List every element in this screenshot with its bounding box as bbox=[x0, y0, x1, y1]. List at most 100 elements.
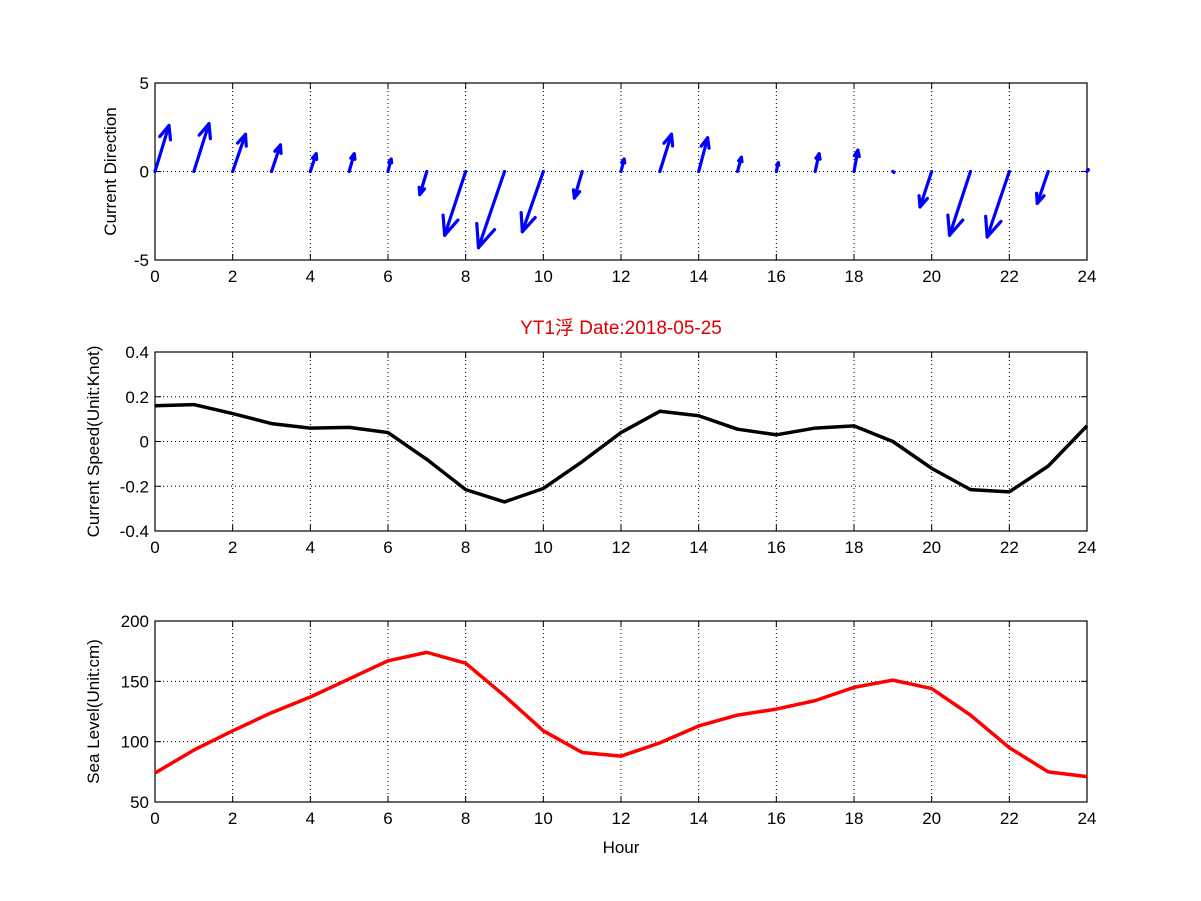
arrow-shaft bbox=[572, 169, 584, 200]
x-tick-label: 24 bbox=[1078, 538, 1097, 557]
quiver-arrow bbox=[1085, 168, 1090, 174]
data-line bbox=[154, 650, 1088, 779]
arrow-head bbox=[476, 228, 497, 250]
x-tick-label: 22 bbox=[1000, 809, 1019, 828]
y-tick-label: 0.4 bbox=[125, 343, 149, 362]
quiver-arrow bbox=[658, 132, 675, 174]
arrow-head bbox=[158, 123, 171, 139]
x-tick-label: 20 bbox=[922, 538, 941, 557]
quiver-arrow bbox=[519, 169, 545, 234]
x-tick-label: 24 bbox=[1078, 809, 1097, 828]
x-tick-label: 8 bbox=[461, 267, 470, 286]
arrow-head bbox=[475, 221, 481, 250]
arrow-head bbox=[739, 155, 744, 164]
x-tick-label: 14 bbox=[689, 538, 708, 557]
arrow-shaft bbox=[891, 169, 896, 174]
y-tick-label: 50 bbox=[130, 793, 149, 812]
x-tick-label: 6 bbox=[383, 267, 392, 286]
arrow-head bbox=[207, 122, 212, 141]
y-tick-label: 0 bbox=[140, 433, 149, 452]
axes-box bbox=[154, 351, 1088, 532]
arrow-head bbox=[946, 213, 952, 237]
x-axis-label: Hour bbox=[603, 838, 640, 857]
x-tick-label: 0 bbox=[150, 809, 159, 828]
y-tick-label: 0.2 bbox=[125, 388, 149, 407]
x-tick-label: 10 bbox=[534, 267, 553, 286]
quiver-arrow bbox=[192, 122, 212, 174]
arrow-shaft bbox=[985, 169, 1011, 239]
arrow-head bbox=[417, 185, 422, 197]
arrow-head bbox=[352, 152, 357, 161]
arrow-shaft bbox=[269, 143, 283, 174]
quiver-arrow bbox=[984, 169, 1011, 239]
quiver-arrow bbox=[441, 169, 468, 237]
x-tick-label: 2 bbox=[228, 809, 237, 828]
quiver-arrow bbox=[1034, 169, 1050, 205]
quiver-arrow bbox=[571, 169, 584, 200]
y-tick-label: 200 bbox=[121, 612, 149, 631]
y-tick-label: -0.4 bbox=[120, 522, 149, 541]
quiver-arrow bbox=[475, 169, 507, 250]
arrow-head bbox=[622, 157, 627, 165]
y-tick-label: 150 bbox=[121, 672, 149, 691]
x-tick-label: 12 bbox=[612, 809, 631, 828]
x-tick-label: 6 bbox=[383, 538, 392, 557]
arrow-head bbox=[947, 218, 965, 237]
x-tick-label: 10 bbox=[534, 538, 553, 557]
x-tick-label: 14 bbox=[689, 809, 708, 828]
quiver-arrow bbox=[917, 169, 934, 209]
quiver-arrow bbox=[417, 169, 429, 197]
arrow-shaft bbox=[520, 169, 545, 234]
arrow-head bbox=[443, 218, 460, 237]
axes-box bbox=[154, 620, 1088, 803]
x-tick-label: 12 bbox=[612, 267, 631, 286]
x-tick-label: 18 bbox=[845, 809, 864, 828]
x-tick-label: 16 bbox=[767, 538, 786, 557]
quiver-arrow bbox=[946, 169, 973, 237]
x-tick-label: 16 bbox=[767, 267, 786, 286]
arrow-shaft bbox=[476, 169, 507, 250]
x-tick-label: 22 bbox=[1000, 538, 1019, 557]
arrow-shaft bbox=[231, 132, 248, 174]
x-tick-label: 8 bbox=[461, 809, 470, 828]
x-tick-label: 16 bbox=[767, 809, 786, 828]
arrow-shaft bbox=[192, 122, 211, 174]
quiver-arrow bbox=[852, 148, 861, 174]
arrow-head bbox=[389, 157, 394, 165]
x-tick-label: 10 bbox=[534, 809, 553, 828]
y-axis-label: Sea Level(Unit:cm) bbox=[84, 639, 103, 784]
quiver-arrow bbox=[269, 143, 283, 174]
arrow-shaft bbox=[443, 169, 468, 237]
arrow-head bbox=[167, 123, 173, 142]
arrow-shaft bbox=[918, 169, 934, 209]
arrow-head bbox=[817, 152, 822, 161]
x-tick-label: 18 bbox=[845, 267, 864, 286]
quiver-arrow bbox=[735, 155, 744, 174]
y-tick-label: -5 bbox=[134, 251, 149, 270]
y-tick-label: 0 bbox=[140, 163, 149, 182]
x-tick-label: 20 bbox=[922, 809, 941, 828]
subplot-2: 0 2 4 6 8 10 12 14 16 18 20 22 24-0.4-0.200.20.4Curr… bbox=[84, 343, 1096, 557]
arrow-head bbox=[519, 211, 524, 234]
arrow-shaft bbox=[1035, 169, 1050, 205]
y-axis-label: Current Direction bbox=[101, 107, 120, 236]
quiver-arrow bbox=[774, 161, 781, 174]
arrow-head bbox=[917, 194, 922, 209]
x-tick-label: 0 bbox=[150, 267, 159, 286]
arrow-head bbox=[197, 122, 211, 137]
arrow-head bbox=[243, 132, 248, 148]
quiver-arrow bbox=[153, 123, 173, 174]
y-axis-label: Current Speed(Unit:Knot) bbox=[84, 346, 103, 538]
arrow-head bbox=[985, 219, 1003, 239]
arrow-shaft bbox=[947, 169, 973, 237]
x-tick-label: 4 bbox=[306, 267, 315, 286]
quiver-arrow bbox=[231, 132, 248, 174]
data-line bbox=[154, 402, 1089, 504]
x-tick-label: 22 bbox=[1000, 267, 1019, 286]
arrow-head bbox=[1034, 191, 1039, 205]
arrow-head bbox=[705, 136, 711, 150]
y-tick-label: -0.2 bbox=[120, 477, 149, 496]
arrow-head bbox=[984, 214, 989, 239]
